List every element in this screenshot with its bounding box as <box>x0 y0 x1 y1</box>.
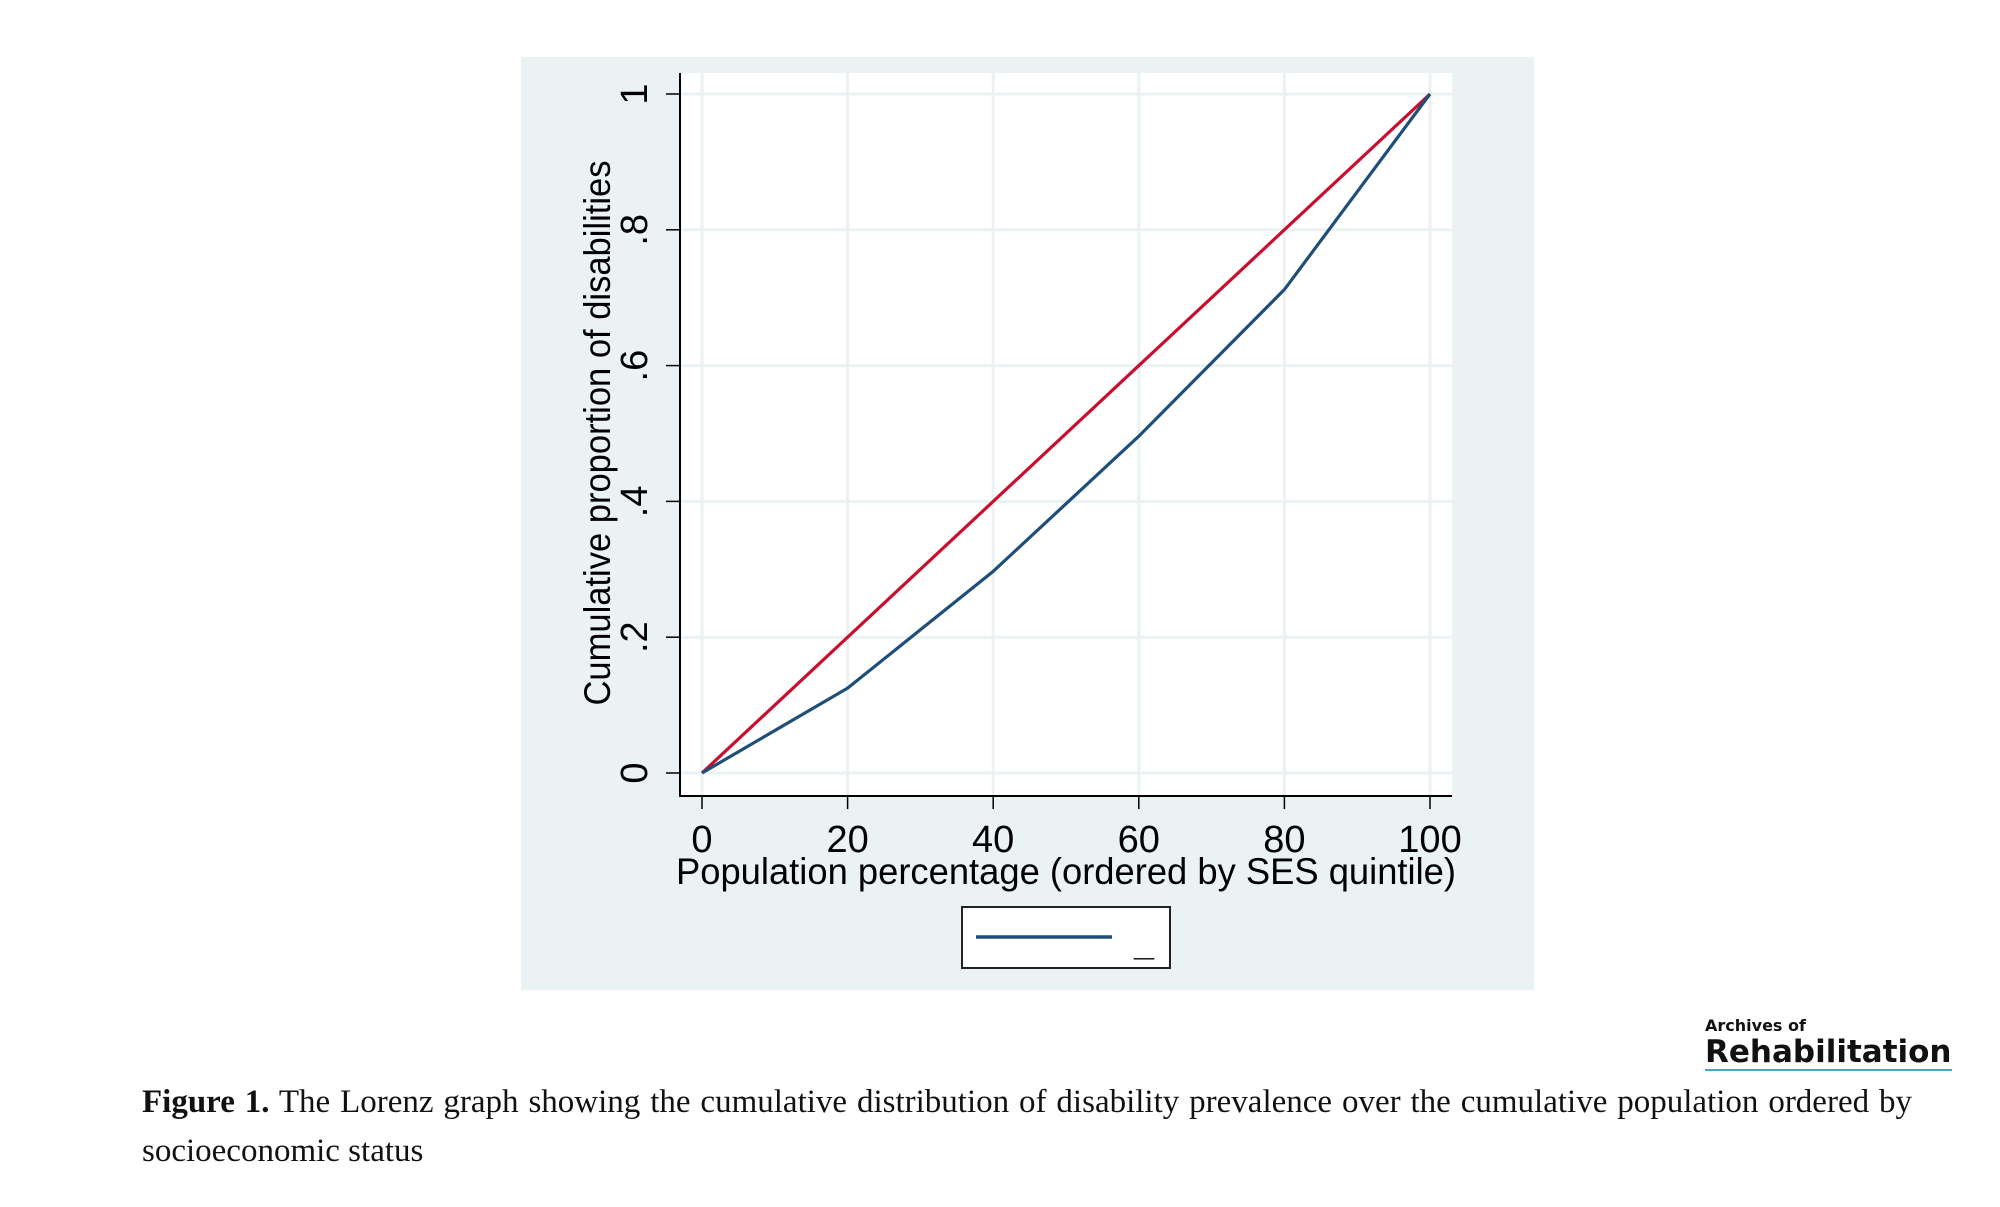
legend-label: _ <box>1133 922 1155 963</box>
legend: _ <box>961 906 1171 969</box>
axes <box>679 73 1452 797</box>
caption-text: The Lorenz graph showing the cumulative … <box>142 1084 1912 1169</box>
figure-caption: Figure 1. The Lorenz graph showing the c… <box>142 1078 1912 1176</box>
logo-line1: Archives of <box>1705 1016 1806 1035</box>
y-axis-title: Cumulative proportion of disabilities <box>577 161 618 706</box>
x-tick-label: 100 <box>1398 819 1461 861</box>
y-tick-label: .8 <box>614 214 656 246</box>
y-tick-label: 0 <box>614 762 656 783</box>
gridlines <box>680 73 1452 796</box>
y-tick-label: .2 <box>614 621 656 653</box>
x-ticks: 0 20 40 60 80 100 <box>691 796 1462 861</box>
x-tick-label: 80 <box>1263 819 1305 861</box>
line-of-equality-line <box>700 92 1432 775</box>
x-tick-label: 60 <box>1118 819 1160 861</box>
x-axis-title: Population percentage (ordered by SES qu… <box>676 851 1456 892</box>
logo-line2: Rehabilitation <box>1705 1034 1952 1071</box>
lorenz-curve-line <box>701 93 1432 775</box>
caption-label: Figure 1. <box>142 1084 270 1120</box>
journal-logo: Archives of Rehabilitation <box>1705 1017 1952 1071</box>
y-tick-label: 1 <box>614 83 656 104</box>
x-tick-label: 0 <box>691 819 712 861</box>
series-group <box>700 92 1432 775</box>
y-ticks: 0 .2 .4 .6 .8 1 <box>614 83 680 784</box>
x-tick-label: 20 <box>826 819 868 861</box>
x-tick-label: 40 <box>972 819 1014 861</box>
y-tick-label: .6 <box>614 350 656 382</box>
y-tick-label: .4 <box>614 486 656 518</box>
